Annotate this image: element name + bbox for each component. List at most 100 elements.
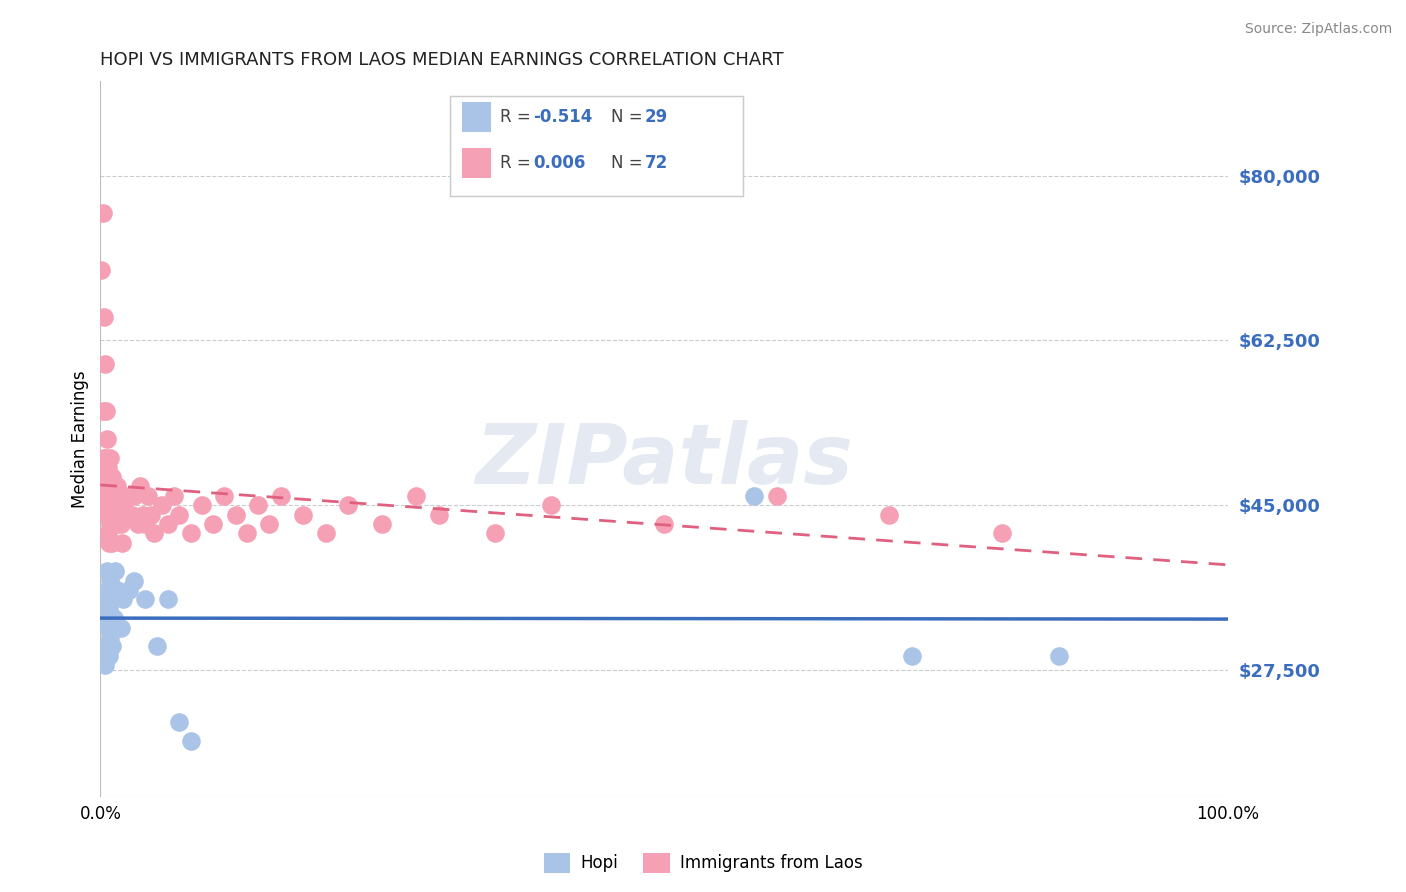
Point — [484, 526, 506, 541]
Point — [405, 489, 427, 503]
Point — [132, 508, 155, 522]
Point — [96, 432, 118, 446]
Point — [122, 489, 145, 503]
Point — [167, 714, 190, 729]
Point — [94, 498, 117, 512]
Point — [652, 516, 675, 531]
Point — [114, 508, 136, 522]
Point — [292, 508, 315, 522]
Point — [98, 536, 121, 550]
Point — [111, 536, 134, 550]
Point — [104, 564, 127, 578]
Point — [121, 508, 143, 522]
Point — [765, 489, 787, 503]
Point — [236, 526, 259, 541]
Point — [100, 451, 122, 466]
Point — [180, 733, 202, 747]
Point — [100, 574, 122, 588]
Point — [111, 592, 134, 607]
Point — [225, 508, 247, 522]
Point — [93, 611, 115, 625]
Point — [98, 508, 121, 522]
Point — [259, 516, 281, 531]
Point — [315, 526, 337, 541]
Point — [143, 526, 166, 541]
Point — [100, 508, 122, 522]
Point — [100, 470, 122, 484]
Point — [97, 489, 120, 503]
Point — [427, 508, 450, 522]
Point — [191, 498, 214, 512]
Point — [97, 460, 120, 475]
Point — [110, 516, 132, 531]
Point — [247, 498, 270, 512]
Point — [127, 516, 149, 531]
Y-axis label: Median Earnings: Median Earnings — [72, 370, 89, 508]
Text: Source: ZipAtlas.com: Source: ZipAtlas.com — [1244, 22, 1392, 37]
Point — [101, 592, 124, 607]
Point — [93, 310, 115, 324]
Point — [94, 451, 117, 466]
Point — [180, 526, 202, 541]
Legend: Hopi, Immigrants from Laos: Hopi, Immigrants from Laos — [537, 847, 869, 880]
Point — [901, 648, 924, 663]
Point — [98, 479, 121, 493]
Point — [103, 611, 125, 625]
Point — [110, 621, 132, 635]
Point — [96, 564, 118, 578]
Text: ZIPatlas: ZIPatlas — [475, 420, 853, 501]
Point — [879, 508, 901, 522]
Point — [134, 592, 156, 607]
Point — [108, 489, 131, 503]
Point — [1047, 648, 1070, 663]
Point — [100, 536, 122, 550]
Point — [122, 574, 145, 588]
Point — [139, 508, 162, 522]
Point — [107, 508, 129, 522]
Point — [97, 582, 120, 597]
Point — [111, 498, 134, 512]
Point — [90, 262, 112, 277]
Point — [337, 498, 360, 512]
Point — [136, 489, 159, 503]
Point — [96, 640, 118, 654]
Point — [134, 516, 156, 531]
Point — [162, 489, 184, 503]
Point — [94, 479, 117, 493]
Point — [105, 582, 128, 597]
Point — [100, 582, 122, 597]
Point — [101, 516, 124, 531]
Point — [97, 621, 120, 635]
Point — [742, 489, 765, 503]
Point — [104, 498, 127, 512]
Point — [105, 516, 128, 531]
Point — [371, 516, 394, 531]
Point — [97, 526, 120, 541]
Point — [117, 582, 139, 597]
Point — [94, 404, 117, 418]
Point — [98, 601, 121, 615]
Point — [117, 489, 139, 503]
Point — [128, 479, 150, 493]
Point — [93, 451, 115, 466]
Point — [94, 658, 117, 673]
Point — [100, 489, 122, 503]
Point — [202, 516, 225, 531]
Point — [167, 508, 190, 522]
Point — [150, 498, 173, 512]
Point — [101, 489, 124, 503]
Point — [94, 357, 117, 371]
Point — [156, 592, 179, 607]
Point — [98, 648, 121, 663]
Point — [91, 404, 114, 418]
Point — [96, 470, 118, 484]
Point — [156, 516, 179, 531]
Point — [103, 479, 125, 493]
Point — [540, 498, 562, 512]
Point — [105, 479, 128, 493]
Point — [91, 206, 114, 220]
Point — [100, 516, 122, 531]
Point — [100, 640, 122, 654]
Point — [96, 508, 118, 522]
Point — [214, 489, 236, 503]
